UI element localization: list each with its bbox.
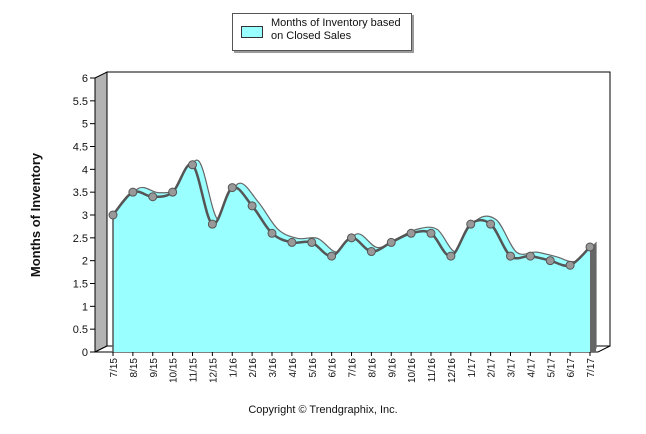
y-tick-label: 2.5: [73, 233, 88, 245]
data-point: [128, 187, 138, 197]
y-tick-label: 1.5: [73, 279, 88, 291]
y-tick-label: 0.5: [73, 324, 88, 336]
x-tick-label: 10/15: [169, 358, 180, 383]
y-tick-label: 1: [82, 301, 88, 313]
data-point: [366, 247, 376, 257]
x-tick-label: 5/16: [308, 358, 319, 378]
x-tick-label: 12/16: [447, 358, 458, 383]
x-tick-label: 11/15: [189, 358, 200, 383]
x-tick-label: 7/16: [348, 358, 359, 378]
data-point: [525, 251, 535, 261]
y-tick-label: 0: [82, 347, 88, 359]
x-tick-label: 8/15: [129, 358, 140, 378]
data-point: [466, 219, 476, 229]
x-tick-label: 9/16: [387, 358, 398, 378]
x-tick-label: 6/16: [328, 358, 339, 378]
y-tick-label: 4: [82, 164, 88, 176]
y-tick-label: 3: [82, 210, 88, 222]
x-tick-label: 1/16: [228, 358, 239, 378]
data-point: [168, 187, 178, 197]
data-point: [486, 219, 496, 229]
y-axis-ticks: 0 0.5 1 1.5 2 2.5 3 3.5 4 4.5 5 5.5 6: [73, 73, 95, 359]
x-tick-label: 2/17: [487, 358, 498, 378]
x-tick-label: 5/17: [546, 358, 557, 378]
data-point: [426, 228, 436, 238]
data-point: [506, 251, 515, 261]
data-point: [267, 228, 277, 238]
x-axis-ticks: 7/15 8/15 9/15 10/15 11/15 12/15 1/16 2/16 3/16 4…: [109, 352, 597, 383]
data-point: [247, 201, 257, 211]
data-point: [386, 237, 396, 247]
data-point: [188, 160, 197, 170]
series-layer: [108, 159, 597, 352]
data-point: [148, 192, 158, 202]
x-tick-label: 3/16: [268, 358, 279, 378]
legend: Months of Inventory based on Closed Sale…: [232, 13, 412, 51]
legend-label-line1: Months of Inventory based: [271, 17, 401, 29]
data-point: [585, 242, 595, 252]
left-wall: [94, 71, 108, 353]
y-tick-label: 5.5: [73, 96, 88, 108]
data-point: [347, 233, 356, 243]
data-point: [545, 256, 555, 266]
x-tick-label: 10/16: [407, 358, 418, 383]
series-edge-right: [590, 244, 596, 352]
legend-swatch: [241, 26, 263, 38]
data-point: [565, 260, 575, 270]
data-point: [446, 251, 456, 261]
data-point: [327, 251, 337, 261]
x-tick-label: 1/17: [467, 358, 478, 378]
data-point: [227, 183, 237, 193]
x-tick-label: 12/15: [208, 358, 219, 383]
y-tick-label: 2: [82, 256, 88, 268]
x-tick-label: 7/15: [109, 358, 120, 378]
data-point: [108, 210, 118, 220]
y-tick-label: 6: [82, 73, 88, 85]
x-tick-label: 6/17: [566, 358, 577, 378]
legend-label: Months of Inventory based on Closed Sale…: [271, 17, 411, 43]
y-tick-label: 3.5: [73, 187, 88, 199]
data-point: [307, 237, 317, 247]
y-tick-label: 5: [82, 119, 88, 131]
x-tick-label: 8/16: [367, 358, 378, 378]
data-point: [207, 219, 217, 229]
series-area: [113, 164, 590, 352]
x-tick-label: 3/17: [507, 358, 518, 378]
legend-label-line2: on Closed Sales: [271, 30, 352, 42]
data-point: [406, 228, 416, 238]
x-tick-label: 4/17: [526, 358, 537, 378]
data-point: [287, 237, 297, 247]
y-axis-title: Months of Inventory: [28, 152, 43, 277]
x-tick-label: 2/16: [248, 358, 259, 378]
x-tick-label: 7/17: [586, 358, 597, 378]
y-tick-label: 4.5: [73, 142, 88, 154]
copyright-footer: Copyright © Trendgraphix, Inc.: [248, 404, 398, 416]
x-tick-label: 4/16: [288, 358, 299, 378]
x-tick-label: 11/16: [427, 358, 438, 383]
x-tick-label: 9/15: [149, 358, 160, 378]
